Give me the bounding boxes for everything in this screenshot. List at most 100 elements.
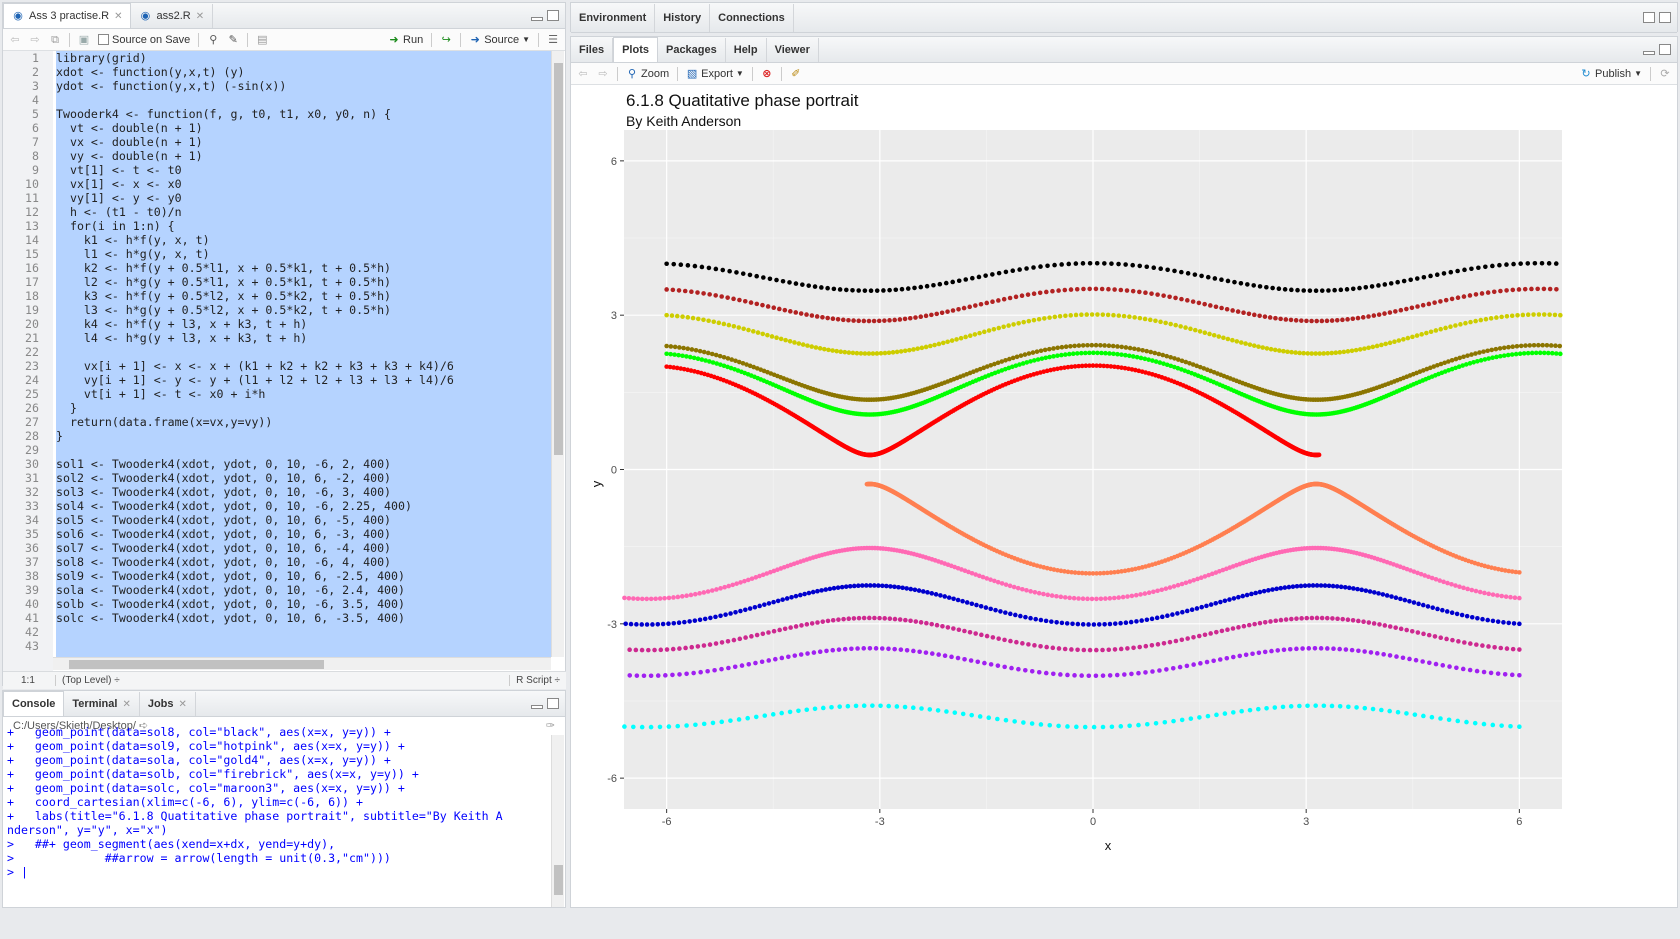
data-point	[1115, 569, 1121, 575]
tab-terminal[interactable]: Terminal ✕	[64, 692, 140, 716]
tab-viewer[interactable]: Viewer	[767, 38, 819, 62]
data-point	[969, 712, 974, 718]
data-point	[868, 288, 874, 294]
data-point	[1051, 346, 1056, 351]
data-point	[1486, 591, 1492, 597]
console-vertical-scrollbar[interactable]	[551, 735, 564, 907]
data-point	[1510, 646, 1516, 652]
tab-files[interactable]: Files	[571, 38, 614, 62]
data-point	[1305, 351, 1310, 356]
run-button[interactable]: ➜ Run	[388, 34, 423, 46]
data-point	[1300, 646, 1305, 651]
minimize-icon[interactable]	[531, 17, 543, 21]
checkbox-box[interactable]	[98, 34, 109, 45]
data-point	[648, 673, 654, 679]
forward-arrow-icon[interactable]: ⇨	[30, 33, 40, 46]
source-on-save-checkbox[interactable]: Source on Save	[98, 34, 190, 46]
data-point	[680, 314, 685, 319]
tab-console[interactable]: Console	[3, 691, 65, 716]
back-arrow-icon[interactable]: ⇦	[10, 33, 20, 46]
data-point	[1383, 341, 1388, 347]
line-number: 13	[25, 219, 39, 233]
file-type-selector[interactable]: R Script ÷	[509, 675, 566, 686]
data-point	[1177, 664, 1183, 670]
scrollbar-thumb[interactable]	[554, 63, 563, 455]
data-point	[1072, 570, 1078, 575]
data-point	[697, 591, 702, 596]
editor-window-buttons	[531, 10, 559, 21]
run-arrow-icon: ➜	[389, 33, 399, 46]
editor-vertical-scrollbar[interactable]	[551, 51, 564, 657]
toolbar-separator	[780, 66, 782, 81]
data-point	[864, 481, 870, 487]
data-point	[988, 362, 994, 368]
data-point	[1355, 586, 1360, 592]
maximize-icon[interactable]	[1659, 44, 1671, 55]
data-point	[705, 350, 711, 356]
zoom-button[interactable]: ⚲ Zoom	[626, 68, 669, 80]
chevron-down-icon[interactable]: ▼	[735, 69, 744, 78]
scope-selector[interactable]: (Top Level) ÷	[55, 675, 509, 686]
broom-clear-icon[interactable]: ✐	[791, 67, 801, 80]
data-point	[951, 626, 956, 631]
export-button[interactable]: ▧ Export ▼	[686, 68, 744, 80]
maximize-icon[interactable]	[547, 698, 559, 709]
outline-icon[interactable]: ☰	[548, 33, 558, 46]
clear-console-icon[interactable]: ✑	[545, 720, 555, 732]
tab-connections[interactable]: Connections	[710, 4, 794, 32]
code-editor[interactable]: 1 library(grid) 2 xdot <- function(y,x,t) (…	[3, 51, 566, 683]
code-text: l4 <- h*g(y + l3, x + k3, t + h)	[56, 331, 308, 345]
scrollbar-thumb[interactable]	[554, 865, 563, 895]
editor-tab-ass2[interactable]: ◉ ass2.R ✕	[131, 4, 214, 28]
publish-button[interactable]: ↻ Publish ▼	[1580, 68, 1642, 80]
data-point	[1202, 574, 1208, 579]
save-icon[interactable]: ▣	[78, 33, 90, 46]
rerun-icon[interactable]: ↪	[441, 33, 451, 46]
maximize-icon[interactable]	[547, 10, 559, 21]
close-tab-icon[interactable]: ✕	[114, 10, 123, 22]
console-output[interactable]: + geom_point(data=sol8, col="black", aes…	[3, 725, 566, 907]
previous-plot-icon[interactable]: ⇦	[578, 67, 588, 80]
data-point	[713, 266, 719, 272]
tab-help[interactable]: Help	[726, 38, 767, 62]
source-button[interactable]: ➜ Source ▼	[469, 34, 530, 46]
tab-plots[interactable]: Plots	[613, 37, 658, 62]
data-point	[1424, 366, 1430, 372]
magic-wand-icon[interactable]: ✎	[228, 33, 238, 46]
tab-packages[interactable]: Packages	[658, 38, 726, 62]
arrow-right-icon[interactable]: ➪	[138, 720, 149, 732]
data-point	[817, 346, 823, 351]
search-icon[interactable]: ⚲	[209, 33, 218, 46]
restore-icon[interactable]	[1643, 12, 1655, 23]
refresh-icon[interactable]: ⟳	[1660, 67, 1670, 80]
editor-tab-ass3[interactable]: ◉ Ass 3 practise.R ✕	[3, 3, 132, 28]
console-line: > |	[7, 865, 28, 879]
close-tab-icon[interactable]: ✕	[195, 10, 205, 22]
maximize-icon[interactable]	[1659, 12, 1671, 23]
tab-jobs[interactable]: Jobs ✕	[140, 692, 196, 716]
next-plot-icon[interactable]: ⇨	[598, 67, 608, 80]
data-point	[1097, 363, 1103, 369]
data-point	[1126, 567, 1131, 573]
scrollbar-thumb[interactable]	[69, 660, 324, 669]
minimize-icon[interactable]	[1643, 51, 1655, 55]
chevron-down-icon[interactable]: ▼	[1634, 69, 1642, 78]
remove-plot-icon[interactable]: ⊗	[762, 67, 772, 80]
show-in-window-icon[interactable]: ⧉	[51, 33, 59, 46]
data-point	[929, 651, 935, 656]
editor-horizontal-scrollbar[interactable]	[53, 657, 551, 670]
data-point	[851, 318, 856, 323]
close-tab-icon[interactable]: ✕	[122, 698, 131, 710]
data-point	[892, 584, 897, 590]
compile-report-icon[interactable]: ▤	[257, 33, 268, 46]
data-point	[1318, 646, 1324, 651]
minimize-icon[interactable]	[531, 705, 543, 709]
chevron-down-icon[interactable]: ▼	[522, 35, 530, 44]
data-point	[1376, 312, 1382, 317]
code-text: vt[1] <- t <- t0	[56, 163, 182, 177]
data-point	[1187, 361, 1192, 366]
data-point	[699, 264, 705, 270]
tab-history[interactable]: History	[655, 4, 711, 32]
tab-environment[interactable]: Environment	[571, 4, 656, 32]
close-tab-icon[interactable]: ✕	[178, 698, 187, 710]
